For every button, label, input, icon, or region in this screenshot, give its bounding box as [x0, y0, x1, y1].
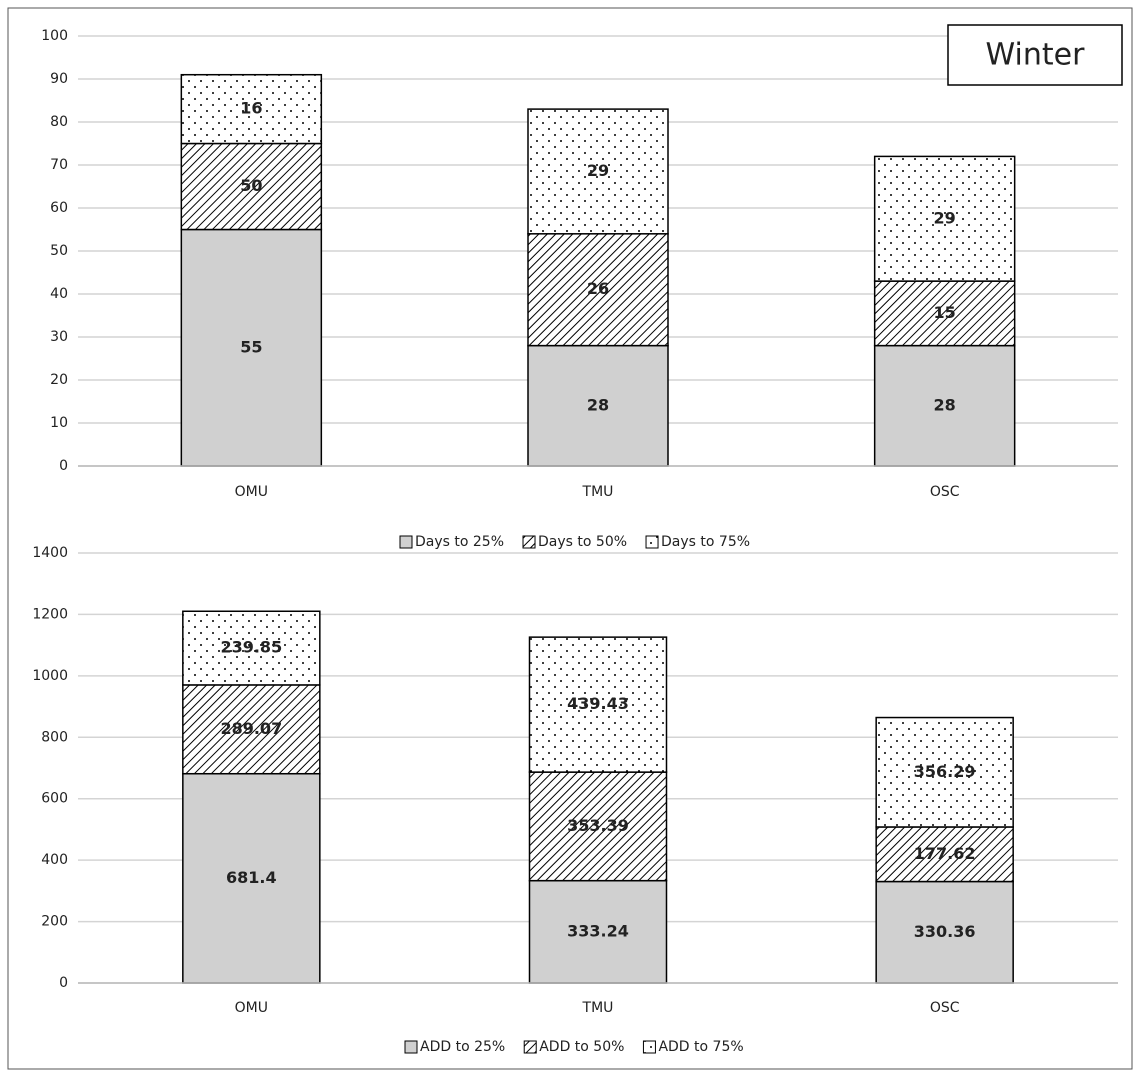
y-tick-label: 200	[41, 914, 68, 930]
legend-label: Days to 75%	[661, 534, 750, 550]
value-label: 50	[240, 176, 262, 195]
y-tick-label: 70	[50, 157, 68, 173]
value-label: 55	[240, 337, 262, 356]
y-tick-label: 50	[50, 243, 68, 259]
bar-segment	[527, 344, 669, 467]
y-tick-label: 60	[50, 200, 68, 216]
x-tick-label: TMU	[582, 1000, 614, 1016]
bar-segment	[180, 228, 323, 467]
legend-label: Days to 25%	[415, 534, 504, 550]
bar-segment	[182, 610, 321, 686]
value-label: 330.36	[914, 922, 976, 941]
value-label: 28	[587, 395, 609, 414]
legend-swatch	[523, 1040, 537, 1054]
x-tick-label: OMU	[235, 484, 268, 500]
value-label: 15	[934, 303, 956, 322]
bar-segment	[182, 772, 321, 984]
bar-segment	[182, 684, 321, 775]
y-tick-label: 800	[41, 729, 68, 745]
value-label: 26	[587, 279, 609, 298]
legend-swatch	[645, 535, 659, 549]
value-label: 681.4	[226, 868, 277, 887]
bar-segment	[873, 280, 1016, 347]
x-tick-label: OSC	[930, 1000, 960, 1016]
value-label: 356.29	[914, 762, 976, 781]
bar-segment	[527, 108, 669, 235]
y-tick-label: 90	[50, 71, 68, 87]
y-tick-label: 1000	[32, 668, 68, 684]
annotation-box	[947, 24, 1123, 86]
legend-swatch	[522, 535, 536, 549]
bar-segment	[873, 344, 1016, 467]
y-tick-label: 0	[59, 975, 68, 991]
legend-label: ADD to 50%	[539, 1039, 624, 1055]
bar-segment	[180, 73, 323, 145]
legend-swatch	[642, 1040, 656, 1054]
bar-segment	[180, 142, 323, 231]
legend-label: ADD to 25%	[420, 1039, 505, 1055]
value-label: 29	[587, 161, 609, 180]
bar-segment	[528, 879, 668, 984]
legend-label: Days to 50%	[538, 534, 627, 550]
value-label: 353.39	[567, 816, 629, 835]
y-tick-label: 0	[59, 458, 68, 474]
bar-segment	[528, 636, 668, 773]
y-tick-label: 10	[50, 415, 68, 431]
bar-segment	[875, 716, 1014, 828]
value-label: 333.24	[567, 921, 629, 940]
y-tick-label: 1400	[32, 545, 68, 561]
bar-segment	[873, 155, 1016, 282]
legend-swatch	[399, 535, 413, 549]
y-tick-label: 40	[50, 286, 68, 302]
bar-segment	[528, 771, 668, 882]
value-label: 177.62	[914, 844, 976, 863]
value-label: 29	[934, 208, 956, 227]
y-tick-label: 600	[41, 791, 68, 807]
y-tick-label: 30	[50, 329, 68, 345]
value-label: 289.07	[220, 719, 282, 738]
y-tick-label: 20	[50, 372, 68, 388]
y-tick-label: 400	[41, 852, 68, 868]
annotation: Winter	[986, 38, 1086, 73]
bar-segment	[875, 826, 1014, 883]
value-label: 239.85	[220, 638, 282, 657]
y-tick-label: 100	[41, 28, 68, 44]
y-tick-label: 80	[50, 114, 68, 130]
x-tick-label: OSC	[930, 484, 960, 500]
x-tick-label: OMU	[235, 1000, 268, 1016]
legend-label: ADD to 75%	[658, 1039, 743, 1055]
value-label: 439.43	[567, 694, 629, 713]
y-tick-label: 1200	[32, 606, 68, 622]
value-label: 16	[240, 99, 262, 118]
frame	[7, 7, 1133, 1070]
legend-swatch	[404, 1040, 418, 1054]
value-label: 28	[934, 395, 956, 414]
x-tick-label: TMU	[582, 484, 614, 500]
